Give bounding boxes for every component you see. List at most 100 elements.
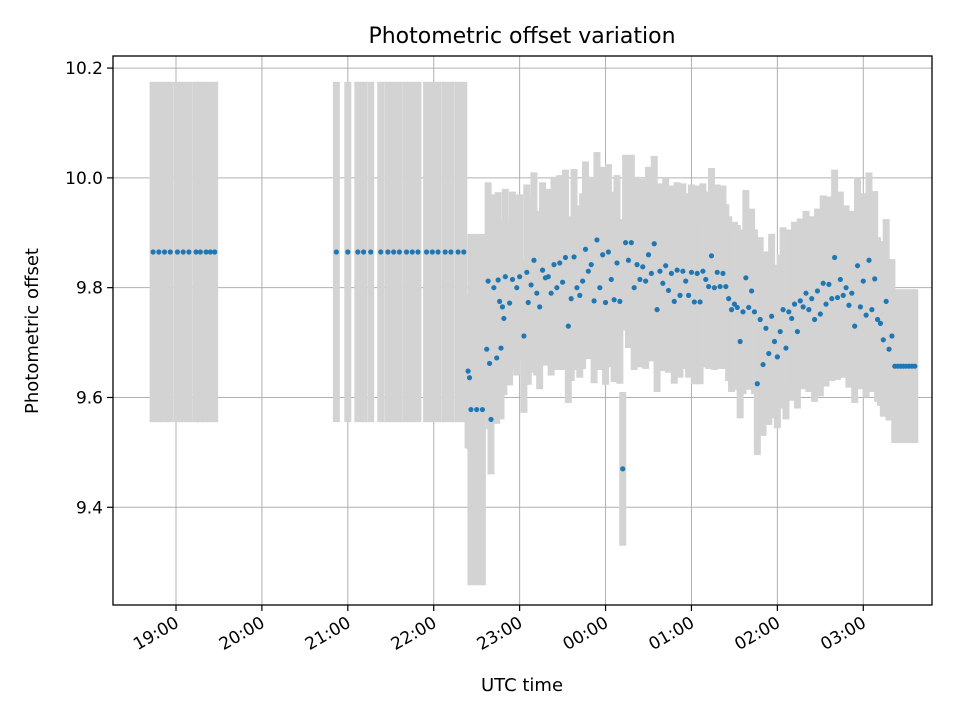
data-point <box>494 355 500 361</box>
data-point <box>688 269 695 275</box>
data-point <box>886 346 892 352</box>
data-point <box>509 276 516 283</box>
data-point <box>654 307 660 313</box>
data-point <box>562 254 569 261</box>
data-point <box>496 298 503 305</box>
data-point <box>491 285 497 291</box>
data-point <box>912 363 918 369</box>
data-point <box>485 278 491 284</box>
data-point <box>448 249 454 255</box>
data-point <box>537 304 543 310</box>
data-point <box>597 285 603 291</box>
data-point <box>514 285 520 291</box>
y-axis-ticks: 9.4 9.6 9.8 10.0 10.2 <box>65 59 113 518</box>
data-point <box>728 307 735 313</box>
data-point <box>717 283 723 290</box>
data-point <box>803 290 809 296</box>
data-point <box>809 296 815 302</box>
data-point <box>548 290 554 296</box>
data-point <box>694 270 700 277</box>
data-point <box>620 466 626 472</box>
data-point <box>645 252 652 258</box>
data-point <box>703 276 709 283</box>
data-point <box>474 406 480 413</box>
data-point <box>423 249 430 255</box>
data-point <box>186 249 192 255</box>
data-point <box>697 299 703 305</box>
data-point <box>726 296 732 302</box>
data-point <box>708 253 715 259</box>
data-point <box>766 350 772 357</box>
data-point <box>212 249 218 255</box>
data-point <box>774 354 780 360</box>
y-axis-label: Photometric offset <box>22 248 43 414</box>
data-point <box>551 262 557 268</box>
data-point <box>869 307 875 313</box>
data-point <box>754 381 760 387</box>
data-point <box>495 277 501 283</box>
data-point <box>740 309 746 315</box>
data-point <box>385 249 391 255</box>
data-point <box>637 276 643 283</box>
y-tick-label: 10.0 <box>65 169 103 189</box>
data-point <box>582 246 589 252</box>
data-point <box>502 274 508 280</box>
data-point <box>429 249 435 255</box>
data-point <box>640 264 646 270</box>
y-tick-label: 9.6 <box>76 388 103 408</box>
data-point <box>834 294 841 301</box>
data-point <box>539 267 546 273</box>
data-point <box>622 240 629 246</box>
data-point <box>889 333 895 339</box>
data-point <box>360 249 367 255</box>
y-tick-label: 9.8 <box>76 279 103 299</box>
data-point <box>877 320 884 326</box>
data-point <box>499 304 506 310</box>
data-point <box>525 299 531 306</box>
data-point <box>683 278 689 284</box>
data-point <box>711 285 717 291</box>
data-point <box>156 249 162 255</box>
data-point <box>403 249 410 255</box>
data-point <box>409 249 415 255</box>
data-point <box>207 249 213 255</box>
data-point <box>461 249 467 255</box>
data-point <box>874 316 881 323</box>
chart-title: Photometric offset variation <box>368 24 675 49</box>
data-point <box>777 328 783 335</box>
data-point <box>849 290 855 296</box>
data-point <box>617 298 623 305</box>
data-point <box>396 249 402 255</box>
data-point <box>811 316 818 323</box>
data-point <box>577 292 583 298</box>
data-point <box>591 298 597 304</box>
data-point <box>880 337 886 343</box>
data-point <box>634 262 640 268</box>
data-point <box>860 278 866 284</box>
data-point <box>789 315 795 322</box>
data-point <box>746 304 752 311</box>
data-point <box>625 257 632 263</box>
data-point <box>554 285 560 291</box>
data-point <box>521 333 527 339</box>
data-point <box>193 249 199 255</box>
data-point <box>769 313 775 319</box>
data-point <box>605 249 612 255</box>
data-point <box>826 281 832 287</box>
data-point <box>748 288 755 294</box>
data-point <box>600 252 606 258</box>
axes-frame <box>112 55 933 606</box>
data-point <box>488 416 494 423</box>
data-point <box>594 237 600 243</box>
data-point <box>791 301 798 307</box>
data-point <box>391 249 397 255</box>
data-point <box>800 304 806 310</box>
data-point <box>531 257 537 263</box>
data-point <box>797 298 803 304</box>
data-point <box>355 249 361 255</box>
data-point <box>631 285 637 291</box>
data-point <box>806 307 812 313</box>
y-tick-label: 9.4 <box>76 498 103 518</box>
data-point <box>843 285 849 291</box>
